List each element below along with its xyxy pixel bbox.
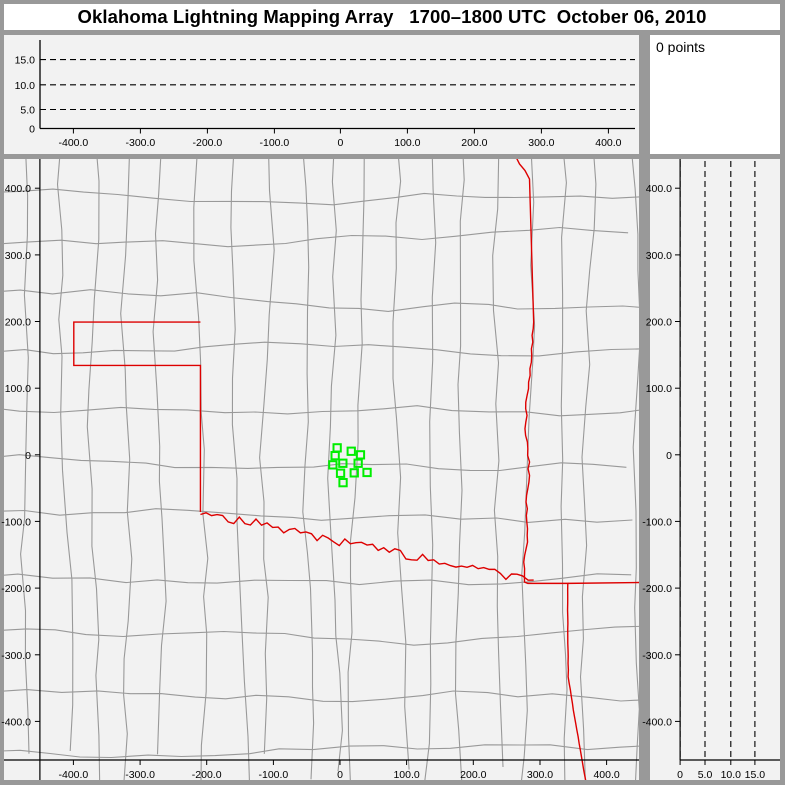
svg-text:400.0: 400.0: [595, 137, 621, 149]
svg-text:-400.0: -400.0: [1, 716, 31, 728]
svg-text:400.0: 400.0: [646, 183, 672, 195]
svg-text:0: 0: [677, 769, 683, 781]
svg-text:100.0: 100.0: [393, 769, 419, 781]
svg-text:10.0: 10.0: [15, 80, 36, 92]
svg-text:-100.0: -100.0: [259, 769, 289, 781]
svg-text:200.0: 200.0: [461, 137, 487, 149]
svg-text:300.0: 300.0: [527, 769, 553, 781]
svg-text:-300.0: -300.0: [125, 769, 155, 781]
svg-text:300.0: 300.0: [646, 250, 672, 262]
svg-text:200.0: 200.0: [646, 317, 672, 329]
svg-text:-100.0: -100.0: [1, 516, 31, 528]
svg-text:-400.0: -400.0: [642, 716, 672, 728]
svg-text:-300.0: -300.0: [126, 137, 156, 149]
svg-text:-300.0: -300.0: [642, 650, 672, 662]
svg-text:0: 0: [666, 450, 672, 462]
svg-text:-200.0: -200.0: [642, 583, 672, 595]
svg-text:300.0: 300.0: [528, 137, 554, 149]
svg-text:10.0: 10.0: [721, 769, 742, 781]
svg-text:-200.0: -200.0: [193, 137, 223, 149]
svg-text:200.0: 200.0: [5, 317, 31, 329]
svg-text:0: 0: [25, 450, 31, 462]
svg-text:-200.0: -200.0: [192, 769, 222, 781]
svg-text:5.0: 5.0: [20, 105, 35, 117]
svg-text:0: 0: [337, 137, 343, 149]
svg-text:300.0: 300.0: [5, 250, 31, 262]
svg-text:5.0: 5.0: [698, 769, 713, 781]
svg-text:-400.0: -400.0: [59, 769, 89, 781]
svg-text:-100.0: -100.0: [642, 516, 672, 528]
svg-text:15.0: 15.0: [745, 769, 766, 781]
svg-text:100.0: 100.0: [646, 383, 672, 395]
svg-text:-400.0: -400.0: [59, 137, 89, 149]
svg-text:100.0: 100.0: [5, 383, 31, 395]
svg-text:-200.0: -200.0: [1, 583, 31, 595]
svg-text:200.0: 200.0: [460, 769, 486, 781]
svg-text:15.0: 15.0: [15, 55, 36, 67]
svg-text:0: 0: [29, 124, 35, 136]
svg-text:400.0: 400.0: [593, 769, 619, 781]
svg-text:100.0: 100.0: [394, 137, 420, 149]
svg-text:-100.0: -100.0: [260, 137, 290, 149]
svg-text:0: 0: [337, 769, 343, 781]
svg-text:-300.0: -300.0: [1, 650, 31, 662]
svg-text:400.0: 400.0: [5, 183, 31, 195]
